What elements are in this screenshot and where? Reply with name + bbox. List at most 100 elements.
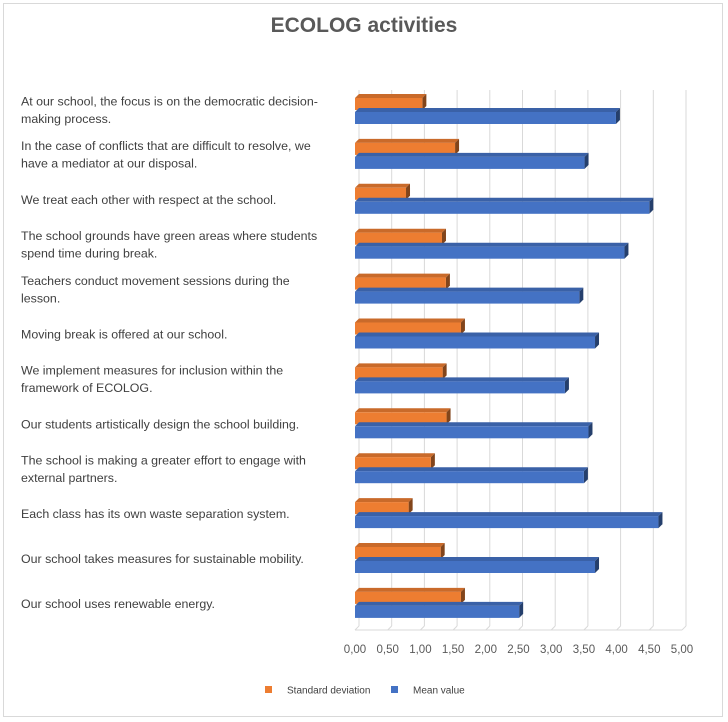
bar-mean-value <box>355 291 580 304</box>
category-label: Our school takes measures for sustainabl… <box>21 552 304 566</box>
bar-mean-value-top <box>355 467 588 472</box>
category-label: The school is making a greater effort to… <box>21 453 306 467</box>
floor-line <box>648 625 654 631</box>
bar-standard-deviation-side <box>460 318 465 335</box>
category-label: spend time during break. <box>21 246 157 260</box>
x-tick-label: 4,50 <box>638 644 660 656</box>
floor-line <box>518 625 523 631</box>
bar-mean-value-top <box>355 242 629 247</box>
chart-title: ECOLOG activities <box>270 14 458 37</box>
bar-standard-deviation-top <box>355 363 447 368</box>
bar-standard-deviation-side <box>442 363 447 380</box>
bar-standard-deviation <box>355 412 447 425</box>
bar-mean-value <box>355 381 565 394</box>
floor-line <box>354 625 360 631</box>
bar-mean-value-top <box>355 601 524 606</box>
bar-standard-deviation-top <box>355 94 427 98</box>
bar-standard-deviation-top <box>355 273 450 278</box>
bar-mean-value-side <box>519 601 524 618</box>
legend-mean-value-swatch <box>391 686 398 693</box>
category-label: We implement measures for inclusion with… <box>21 364 283 378</box>
category-label: In the case of conflicts that are diffic… <box>21 139 311 153</box>
floor-line <box>387 625 393 631</box>
bar-standard-deviation-top <box>355 543 445 547</box>
bar-standard-deviation-side <box>445 273 450 290</box>
bar-mean-value-top <box>355 152 589 157</box>
bar-mean-value-top <box>355 512 663 517</box>
bar-mean-value-top <box>355 377 569 382</box>
bar-standard-deviation-side <box>460 587 465 604</box>
x-tick-label: 4,00 <box>605 644 627 656</box>
category-label: framework of ECOLOG. <box>21 381 153 395</box>
bar-mean-value-side <box>583 467 588 484</box>
category-label: Teachers conduct movement sessions durin… <box>21 274 290 288</box>
category-label: Our school uses renewable energy. <box>21 597 215 611</box>
x-tick-label: 1,50 <box>442 644 464 656</box>
bar-standard-deviation <box>355 502 409 515</box>
bar-standard-deviation-side <box>422 94 427 110</box>
category-label: have a mediator at our disposal. <box>21 157 197 171</box>
bar-mean-value <box>355 426 589 439</box>
bar-mean-value <box>355 112 616 124</box>
bar-mean-value-top <box>355 108 620 112</box>
category-label: lesson. <box>21 291 60 305</box>
floor-line <box>583 625 589 631</box>
category-label: At our school, the focus is on the democ… <box>21 94 318 108</box>
legend-mean-value-label: Mean value <box>413 686 465 697</box>
bar-mean-value-side <box>564 377 569 394</box>
bar-standard-deviation-top <box>355 408 451 413</box>
bar-mean-value-side <box>595 557 600 573</box>
x-tick-label: 5,00 <box>671 644 693 656</box>
floor-line <box>681 625 687 631</box>
bar-standard-deviation-top <box>355 183 411 188</box>
bar-mean-value-top <box>355 197 654 202</box>
floor-line <box>420 625 425 631</box>
category-label: The school grounds have green areas wher… <box>21 229 317 243</box>
bar-mean-value <box>355 605 520 618</box>
bar-standard-deviation <box>355 277 446 290</box>
bar-mean-value <box>355 516 659 529</box>
x-tick-label: 3,00 <box>540 644 562 656</box>
bar-standard-deviation-top <box>355 228 446 233</box>
bar-standard-deviation-top <box>355 318 465 323</box>
floor-line <box>485 625 491 631</box>
bar-mean-value-side <box>658 512 663 529</box>
bar-standard-deviation-top <box>355 453 435 458</box>
bar-mean-value-side <box>624 242 629 259</box>
bar-standard-deviation <box>355 367 443 380</box>
category-label: Moving break is offered at our school. <box>21 328 227 342</box>
x-tick-label: 1,00 <box>409 644 431 656</box>
category-label: making process. <box>21 112 111 126</box>
bar-mean-value <box>355 561 596 573</box>
legend-standard-deviation-label: Standard deviation <box>287 686 370 697</box>
bar-standard-deviation-side <box>406 183 411 200</box>
bar-mean-value-top <box>355 287 584 292</box>
bar-mean-value <box>355 336 596 349</box>
bar-standard-deviation-side <box>446 408 451 425</box>
bar-standard-deviation-side <box>440 543 445 559</box>
x-tick-label: 2,00 <box>475 644 497 656</box>
bar-standard-deviation <box>355 187 407 200</box>
bar-standard-deviation <box>355 232 442 245</box>
bar-mean-value-top <box>355 557 600 561</box>
bar-standard-deviation <box>355 457 431 470</box>
bar-mean-value-top <box>355 422 593 427</box>
floor-line <box>616 625 621 631</box>
x-tick-label: 3,50 <box>573 644 595 656</box>
x-tick-label: 2,50 <box>507 644 529 656</box>
floor-line <box>452 625 458 631</box>
bar-standard-deviation-side <box>441 228 446 245</box>
bar-mean-value <box>355 471 584 484</box>
bar-standard-deviation-top <box>355 587 465 592</box>
bar-standard-deviation-top <box>355 498 413 503</box>
bar-standard-deviation-top <box>355 138 460 143</box>
bar-mean-value <box>355 156 585 169</box>
category-label: Our students artistically design the sch… <box>21 417 299 431</box>
legend-standard-deviation-swatch <box>265 686 272 693</box>
bar-standard-deviation <box>355 591 461 604</box>
bar-mean-value-side <box>615 108 620 124</box>
x-tick-label: 0,00 <box>344 644 366 656</box>
bar-standard-deviation <box>355 547 441 559</box>
bar-mean-value-side <box>595 332 600 349</box>
